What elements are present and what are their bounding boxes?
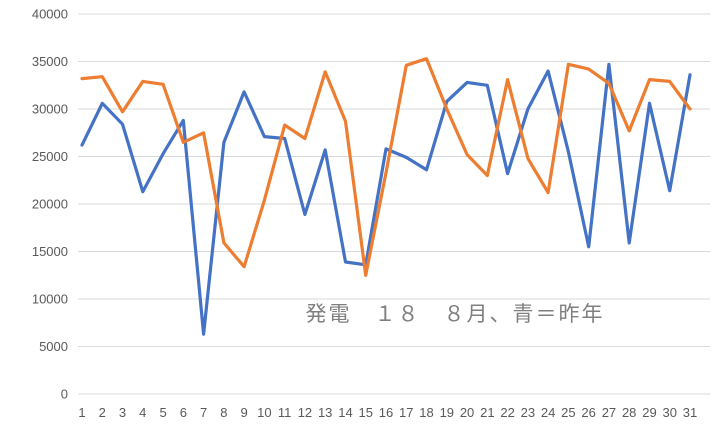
y-tick-label: 40000 xyxy=(32,7,68,22)
x-tick-label: 10 xyxy=(257,405,271,420)
x-tick-label: 6 xyxy=(180,405,187,420)
y-tick-label: 30000 xyxy=(32,102,68,117)
x-tick-label: 13 xyxy=(318,405,332,420)
x-tick-label: 20 xyxy=(460,405,474,420)
x-tick-label: 9 xyxy=(241,405,248,420)
x-tick-label: 11 xyxy=(278,405,292,420)
x-tick-label: 5 xyxy=(159,405,166,420)
y-axis-labels: 0 5000 10000 15000 20000 25000 30000 35000 40000 xyxy=(32,7,68,402)
x-tick-label: 28 xyxy=(622,405,636,420)
x-tick-label: 29 xyxy=(642,405,656,420)
x-tick-label: 22 xyxy=(500,405,514,420)
y-tick-label: 5000 xyxy=(39,339,68,354)
x-tick-label: 23 xyxy=(521,405,535,420)
y-tick-label: 0 xyxy=(61,387,68,402)
x-tick-label: 12 xyxy=(298,405,312,420)
gridlines xyxy=(78,13,710,395)
x-tick-label: 15 xyxy=(358,405,372,420)
x-tick-label: 30 xyxy=(662,405,676,420)
x-tick-label: 26 xyxy=(581,405,595,420)
x-tick-label: 1 xyxy=(78,405,85,420)
x-tick-label: 14 xyxy=(338,405,352,420)
series-lines xyxy=(80,57,692,336)
x-tick-label: 31 xyxy=(683,405,697,420)
x-tick-label: 3 xyxy=(119,405,126,420)
x-tick-label: 4 xyxy=(139,405,146,420)
x-tick-label: 18 xyxy=(419,405,433,420)
x-tick-label: 2 xyxy=(99,405,106,420)
x-tick-label: 25 xyxy=(561,405,575,420)
x-tick-label: 16 xyxy=(379,405,393,420)
y-tick-label: 20000 xyxy=(32,197,68,212)
x-tick-label: 24 xyxy=(541,405,555,420)
x-tick-label: 21 xyxy=(480,405,494,420)
x-tick-label: 7 xyxy=(200,405,207,420)
y-tick-label: 10000 xyxy=(32,292,68,307)
y-tick-label: 25000 xyxy=(32,149,68,164)
x-tick-label: 17 xyxy=(399,405,413,420)
y-tick-label: 15000 xyxy=(32,244,68,259)
chart-title: 発電 １８ ８月、青＝昨年 xyxy=(306,303,605,326)
x-tick-label: 27 xyxy=(602,405,616,420)
x-tick-label: 19 xyxy=(440,405,454,420)
x-axis-labels: 1 2 3 4 5 6 7 8 9 10 11 12 13 14 15 16 17 18 19 20 21 22 23 24 2… xyxy=(78,405,697,420)
orange-series[interactable] xyxy=(80,57,692,277)
y-tick-label: 35000 xyxy=(32,54,68,69)
x-tick-label: 8 xyxy=(220,405,227,420)
blue-series[interactable] xyxy=(80,62,692,336)
